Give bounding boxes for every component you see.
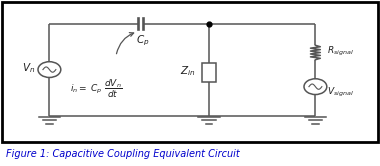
Text: $C_p$: $C_p$ (136, 34, 149, 48)
Text: $V_{signal}$: $V_{signal}$ (327, 86, 353, 99)
Text: $i_n = \ C_p \ \dfrac{dV_n}{dt}$: $i_n = \ C_p \ \dfrac{dV_n}{dt}$ (70, 78, 123, 100)
Text: $Z_{in}$: $Z_{in}$ (180, 64, 196, 78)
Text: $R_{signal}$: $R_{signal}$ (327, 45, 354, 58)
Text: $V_n$: $V_n$ (22, 61, 35, 75)
Text: Figure 1: Capacitive Coupling Equivalent Circuit: Figure 1: Capacitive Coupling Equivalent… (6, 149, 239, 159)
Bar (202, 63, 216, 82)
FancyArrowPatch shape (117, 33, 134, 54)
